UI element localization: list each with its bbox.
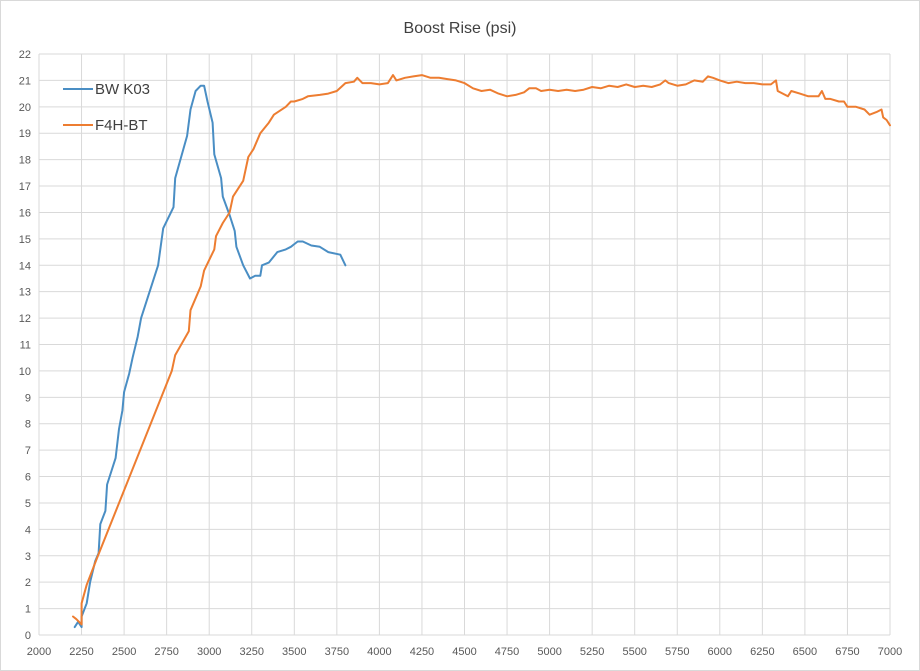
y-tick-label: 20	[19, 102, 31, 114]
y-tick-label: 22	[19, 49, 31, 61]
series-line-f4h-bt	[72, 74, 891, 626]
y-tick-label: 4	[25, 524, 31, 536]
axes: 0123456789101112131415161718192021222000…	[19, 49, 902, 658]
x-tick-label: 6500	[793, 646, 817, 658]
x-tick-label: 6000	[708, 646, 732, 658]
legend-label: F4H-BT	[95, 117, 148, 134]
x-tick-label: 7000	[878, 646, 902, 658]
x-tick-label: 3750	[325, 646, 349, 658]
x-tick-label: 2250	[69, 646, 93, 658]
x-tick-label: 2500	[112, 646, 136, 658]
x-tick-label: 5750	[665, 646, 689, 658]
y-tick-label: 11	[20, 340, 31, 352]
x-tick-label: 3250	[240, 646, 264, 658]
x-tick-label: 4500	[452, 646, 476, 658]
gridlines	[38, 53, 891, 636]
y-tick-label: 6	[25, 472, 31, 484]
legend-label: BW K03	[95, 81, 150, 98]
y-tick-label: 21	[19, 75, 31, 87]
x-tick-label: 5250	[580, 646, 604, 658]
x-tick-label: 6250	[750, 646, 774, 658]
x-tick-label: 6750	[835, 646, 859, 658]
chart-title: Boost Rise (psi)	[404, 20, 517, 37]
series-lines	[72, 74, 891, 629]
x-tick-label: 3500	[282, 646, 306, 658]
x-tick-label: 5500	[622, 646, 646, 658]
y-tick-label: 8	[25, 419, 31, 431]
x-tick-label: 3000	[197, 646, 221, 658]
series-line-bw-k03	[73, 84, 347, 629]
y-tick-label: 16	[19, 207, 31, 219]
y-tick-label: 10	[19, 366, 31, 378]
y-tick-label: 15	[19, 234, 31, 246]
y-tick-label: 7	[25, 445, 31, 457]
y-tick-label: 1	[25, 604, 31, 616]
y-tick-label: 13	[19, 287, 31, 299]
y-tick-label: 14	[19, 260, 31, 272]
y-tick-label: 12	[19, 313, 31, 325]
y-tick-label: 5	[25, 498, 31, 510]
y-tick-label: 17	[19, 181, 31, 193]
y-tick-label: 18	[19, 155, 31, 167]
x-tick-label: 4000	[367, 646, 391, 658]
legend: BW K03 F4H-BT	[63, 81, 150, 134]
y-tick-label: 0	[25, 630, 31, 642]
x-tick-label: 4750	[495, 646, 519, 658]
x-tick-label: 4250	[410, 646, 434, 658]
y-tick-label: 3	[25, 551, 31, 563]
x-tick-label: 5000	[537, 646, 561, 658]
y-tick-label: 19	[19, 128, 31, 140]
y-tick-label: 2	[25, 577, 31, 589]
x-tick-label: 2750	[154, 646, 178, 658]
x-tick-label: 2000	[27, 646, 51, 658]
y-tick-label: 9	[25, 392, 31, 404]
